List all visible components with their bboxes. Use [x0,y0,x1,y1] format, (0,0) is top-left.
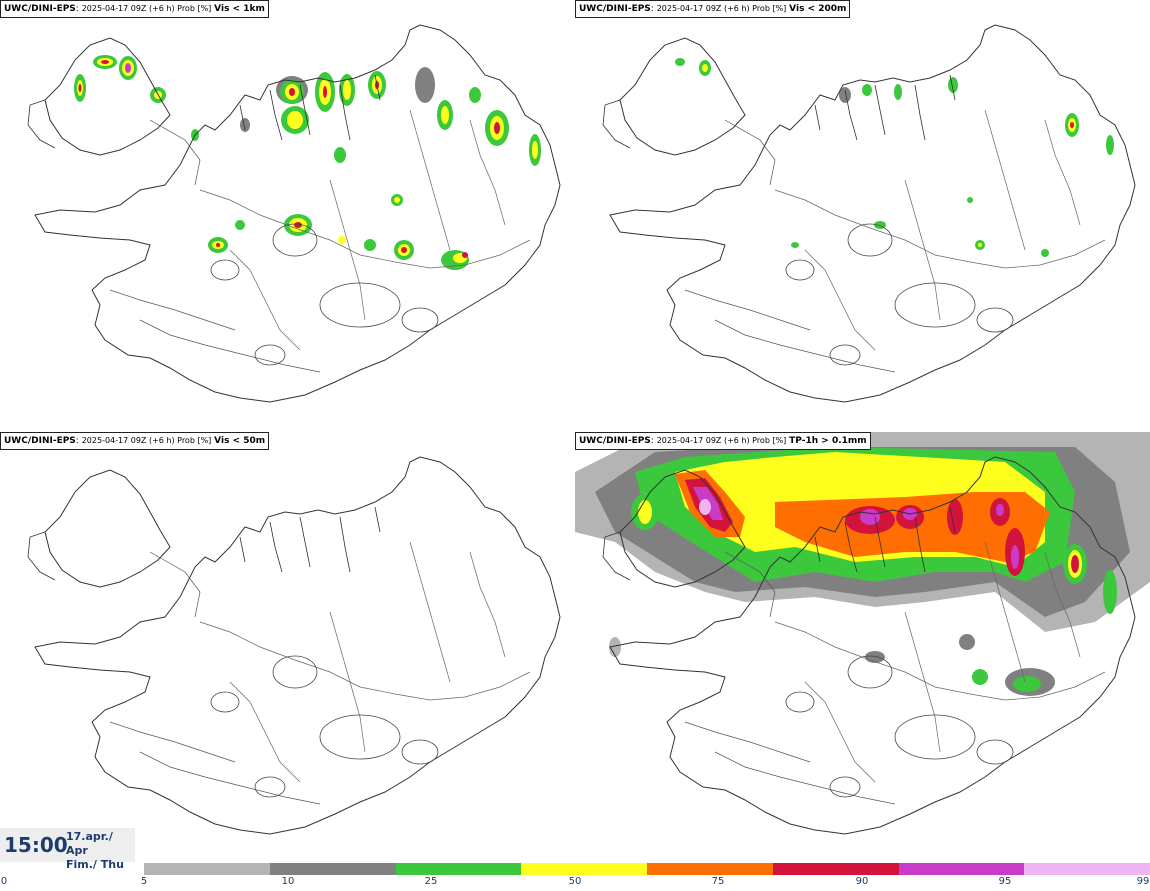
panel-title: UWC/DINI-EPS: 2025-04-17 09Z (+6 h) Prob… [575,432,871,450]
probability-blobs [74,55,541,270]
map-panel-vis-200m: UWC/DINI-EPS: 2025-04-17 09Z (+6 h) Prob… [575,0,1150,430]
date-line-1: 17.apr./ Apr [66,830,113,857]
colorbar-tick-label: 75 [711,876,725,887]
colorbar-segment [647,863,773,875]
probability-blobs [675,58,1114,257]
date-line-2: Fim./ Thu [66,858,124,871]
iceland-map [602,24,1136,403]
map-panel-vis-1km: UWC/DINI-EPS: 2025-04-17 09Z (+6 h) Prob… [0,0,575,430]
valid-time: 15:00 [4,833,68,857]
panel-title: UWC/DINI-EPS: 2025-04-17 09Z (+6 h) Prob… [0,0,269,18]
colorbar-segment [144,863,270,875]
colorbar-tick-label: 90 [855,876,869,887]
colorbar-tick-label: 0 [0,876,8,887]
iceland-map [27,24,561,403]
probability-colorbar [144,863,1150,875]
colorbar-tick-label: 99 [1136,876,1150,887]
colorbar-segment [395,863,522,875]
map-panel-vis-50m: UWC/DINI-EPS: 2025-04-17 09Z (+6 h) Prob… [0,432,575,862]
colorbar-ticks: 0 5 10 25 50 75 90 95 99 [0,876,1150,890]
map-panel-tp-1h: UWC/DINI-EPS: 2025-04-17 09Z (+6 h) Prob… [575,432,1150,862]
panel-title: UWC/DINI-EPS: 2025-04-17 09Z (+6 h) Prob… [575,0,851,18]
iceland-map [27,456,561,835]
colorbar-tick-label: 5 [140,876,148,887]
colorbar-tick-label: 10 [281,876,295,887]
probability-blobs [575,432,1150,696]
colorbar-tick-label: 25 [424,876,438,887]
valid-time-box: 15:00 17.apr./ Apr Fim./ Thu [0,828,135,871]
valid-date: 17.apr./ Apr Fim./ Thu [66,830,135,872]
colorbar-segment [772,863,899,875]
panel-title: UWC/DINI-EPS: 2025-04-17 09Z (+6 h) Prob… [0,432,270,450]
colorbar-segment [521,863,647,875]
colorbar-segment [898,863,1025,875]
colorbar-tick-label: 95 [998,876,1012,887]
colorbar-segment [269,863,396,875]
iceland-map [575,432,1150,835]
colorbar-tick-label: 50 [568,876,582,887]
colorbar-segment [1024,863,1150,875]
